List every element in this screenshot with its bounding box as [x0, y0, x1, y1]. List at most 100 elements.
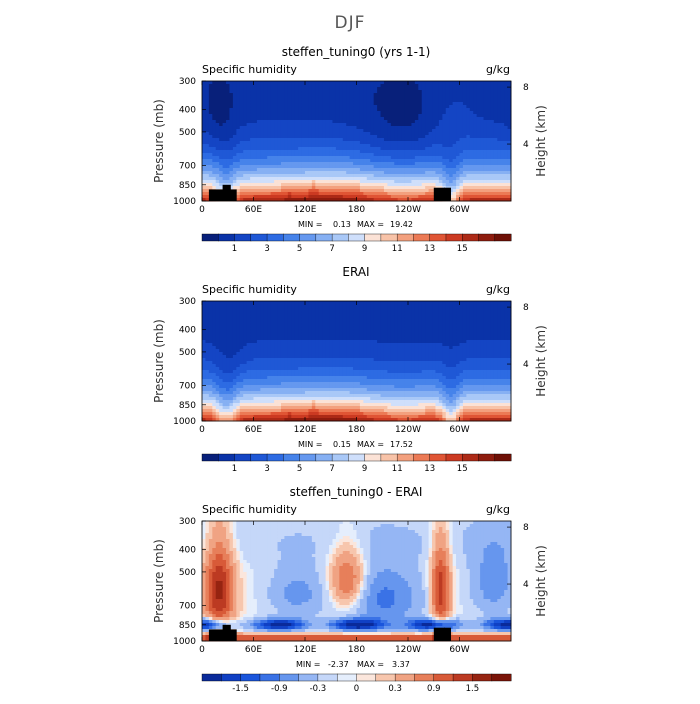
heatmap-cell	[360, 334, 364, 337]
heatmap-cell	[264, 102, 268, 105]
heatmap-cell	[343, 147, 347, 150]
heatmap-cell	[288, 192, 292, 195]
heatmap-cell	[473, 177, 477, 180]
heatmap-cell	[278, 141, 282, 144]
heatmap-cell	[391, 111, 395, 114]
heatmap-cell	[487, 150, 491, 153]
heatmap-cell	[418, 102, 422, 105]
heatmap-cell	[360, 162, 364, 165]
heatmap-cell	[408, 171, 412, 174]
heatmap-cell	[480, 105, 484, 108]
heatmap-cell	[429, 90, 433, 93]
heatmap-cell	[394, 153, 398, 156]
heatmap-cell	[449, 120, 453, 123]
heatmap-cell	[302, 126, 306, 129]
heatmap-cell	[398, 129, 402, 132]
heatmap-cell	[216, 325, 220, 328]
heatmap-cell	[460, 313, 464, 316]
heatmap-cell	[398, 162, 402, 165]
heatmap-cell	[278, 189, 282, 192]
heatmap-cell	[456, 183, 460, 186]
heatmap-cell	[460, 340, 464, 343]
heatmap-cell	[291, 192, 295, 195]
heatmap-cell	[460, 325, 464, 328]
heatmap-cell	[312, 96, 316, 99]
heatmap-cell	[260, 138, 264, 141]
heatmap-cell	[264, 322, 268, 325]
heatmap-cell	[442, 162, 446, 165]
heatmap-cell	[236, 174, 240, 177]
heatmap-cell	[446, 325, 450, 328]
heatmap-cell	[405, 168, 409, 171]
heatmap-cell	[281, 192, 285, 195]
heatmap-cell	[257, 147, 261, 150]
heatmap-cell	[308, 147, 312, 150]
heatmap-cell	[233, 168, 237, 171]
heatmap-cell	[466, 129, 470, 132]
heatmap-cell	[463, 301, 467, 304]
heatmap-cell	[363, 123, 367, 126]
heatmap-cell	[339, 313, 343, 316]
heatmap-cell	[284, 165, 288, 168]
heatmap-cell	[439, 123, 443, 126]
heatmap-cell	[326, 340, 330, 343]
heatmap-cell	[405, 331, 409, 334]
heatmap-cell	[377, 132, 381, 135]
heatmap-cell	[418, 183, 422, 186]
heatmap-cell	[429, 340, 433, 343]
heatmap-cell	[487, 141, 491, 144]
heatmap-cell	[374, 93, 378, 96]
heatmap-cell	[477, 135, 481, 138]
heatmap-cell	[226, 322, 230, 325]
heatmap-cell	[408, 108, 412, 111]
heatmap-cell	[212, 340, 216, 343]
heatmap-cell	[257, 90, 261, 93]
heatmap-cell	[353, 144, 357, 147]
heatmap-cell	[295, 102, 299, 105]
heatmap-cell	[216, 334, 220, 337]
heatmap-cell	[490, 147, 494, 150]
heatmap-cell	[384, 81, 388, 84]
heatmap-cell	[271, 319, 275, 322]
heatmap-cell	[278, 340, 282, 343]
heatmap-cell	[346, 135, 350, 138]
heatmap-cell	[329, 87, 333, 90]
heatmap-cell	[456, 165, 460, 168]
heatmap-cell	[391, 138, 395, 141]
heatmap-cell	[501, 129, 505, 132]
heatmap-cell	[484, 189, 488, 192]
heatmap-cell	[401, 138, 405, 141]
heatmap-cell	[291, 111, 295, 114]
heatmap-cell	[298, 337, 302, 340]
heatmap-cell	[477, 301, 481, 304]
heatmap-cell	[288, 174, 292, 177]
heatmap-cell	[473, 301, 477, 304]
heatmap-cell	[264, 99, 268, 102]
heatmap-cell	[374, 90, 378, 93]
heatmap-cell	[360, 150, 364, 153]
heatmap-cell	[288, 171, 292, 174]
heatmap-cell	[308, 135, 312, 138]
heatmap-cell	[497, 81, 501, 84]
heatmap-cell	[250, 138, 254, 141]
heatmap-cell	[418, 301, 422, 304]
heatmap-cell	[216, 328, 220, 331]
heatmap-cell	[236, 141, 240, 144]
heatmap-cell	[332, 322, 336, 325]
heatmap-cell	[473, 156, 477, 159]
heatmap-cell	[305, 192, 309, 195]
heatmap-cell	[425, 328, 429, 331]
heatmap-cell	[267, 192, 271, 195]
heatmap-cell	[339, 108, 343, 111]
heatmap-cell	[240, 93, 244, 96]
heatmap-cell	[387, 96, 391, 99]
heatmap-cell	[487, 331, 491, 334]
heatmap-cell	[291, 316, 295, 319]
heatmap-cell	[487, 319, 491, 322]
heatmap-cell	[422, 171, 426, 174]
heatmap-cell	[357, 99, 361, 102]
heatmap-cell	[284, 183, 288, 186]
heatmap-cell	[470, 171, 474, 174]
y2-tick-label: 4	[523, 140, 529, 150]
heatmap-cell	[470, 93, 474, 96]
